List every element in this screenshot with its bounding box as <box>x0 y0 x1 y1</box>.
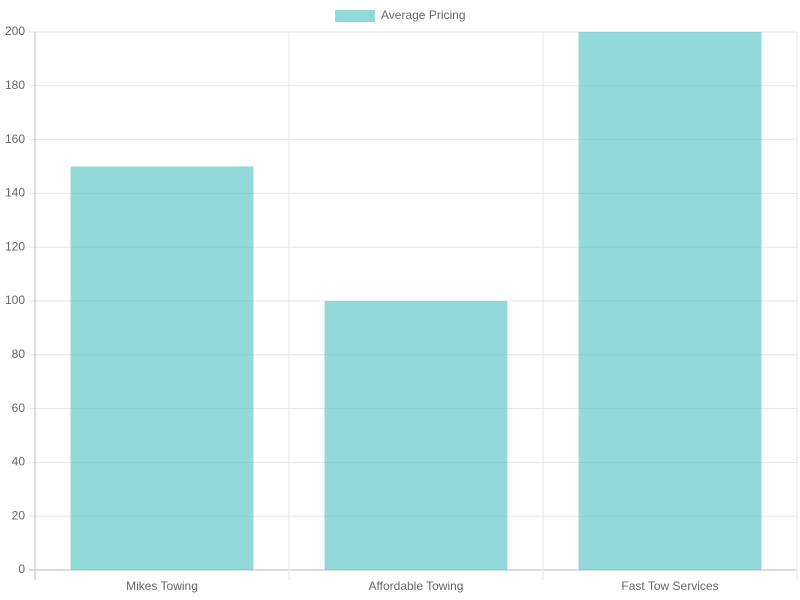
legend-swatch[interactable] <box>335 10 375 22</box>
y-tick-label: 200 <box>5 24 25 38</box>
y-tick-label: 60 <box>12 401 26 415</box>
y-tick-label: 140 <box>5 186 25 200</box>
y-tick-label: 120 <box>5 239 25 253</box>
y-tick-label: 100 <box>5 293 25 307</box>
y-tick-label: 160 <box>5 132 25 146</box>
bar <box>70 166 254 570</box>
y-tick-label: 40 <box>12 455 26 469</box>
x-tick-label: Fast Tow Services <box>621 579 718 593</box>
y-tick-label: 180 <box>5 78 25 92</box>
y-tick-label: 0 <box>18 562 25 576</box>
legend-label[interactable]: Average Pricing <box>381 8 466 22</box>
x-tick-label: Affordable Towing <box>369 579 464 593</box>
bar <box>578 32 762 570</box>
x-tick-label: Mikes Towing <box>126 579 198 593</box>
bar <box>324 301 508 570</box>
y-tick-label: 20 <box>12 508 26 522</box>
y-tick-label: 80 <box>12 347 26 361</box>
